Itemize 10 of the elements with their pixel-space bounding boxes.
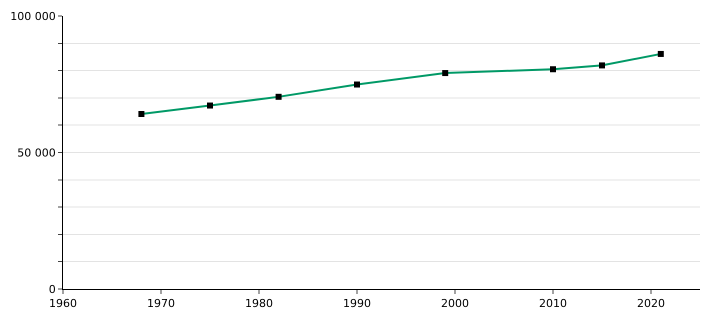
x-tick-label: 1990 [343, 297, 371, 310]
y-tick-label: 0 [48, 282, 56, 296]
y-tick-label: 100 000 [10, 10, 56, 23]
x-tick-label: 1960 [49, 297, 77, 310]
x-tick-label: 2010 [539, 297, 567, 310]
x-tick-label: 1970 [147, 297, 175, 310]
x-tick-label: 2000 [441, 297, 469, 310]
x-tick-label: 2020 [637, 297, 665, 310]
y-tick-label: 50 000 [17, 146, 56, 160]
x-tick-label: 1980 [245, 297, 273, 310]
